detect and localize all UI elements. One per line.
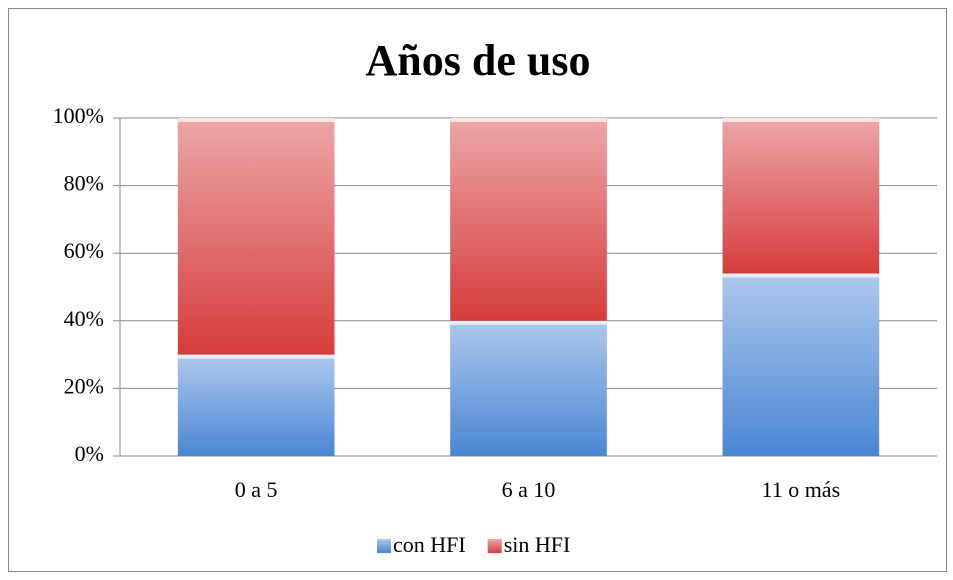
y-tick-label: 100% — [53, 103, 104, 128]
x-tick-label: 6 a 10 — [502, 477, 556, 502]
legend-label: sin HFI — [504, 532, 571, 557]
x-tick-label: 0 a 5 — [235, 477, 278, 502]
chart-title: Años de uso — [366, 36, 591, 85]
y-tick-label: 60% — [64, 238, 104, 263]
bar-highlight — [450, 118, 607, 122]
bar-shine — [722, 118, 880, 274]
bar-highlight — [722, 273, 880, 278]
bar-shine — [177, 354, 335, 456]
bar-highlight — [177, 354, 335, 359]
y-tick-label: 20% — [64, 373, 104, 398]
bar-shine — [177, 118, 335, 355]
y-tick-label: 80% — [64, 171, 104, 196]
bar-shine — [450, 320, 607, 456]
bar-shine — [722, 273, 880, 456]
bar-highlight — [450, 320, 607, 325]
y-tick-label: 0% — [75, 441, 104, 466]
y-tick-label: 40% — [64, 306, 104, 331]
legend-label: con HFI — [393, 532, 466, 557]
legend-swatch-shine — [377, 539, 391, 553]
bar-highlight — [722, 118, 880, 122]
bar-shine — [450, 118, 607, 321]
legend-swatch-shine — [487, 539, 502, 553]
bar-highlight — [177, 118, 335, 122]
x-tick-label: 11 o más — [762, 477, 841, 502]
